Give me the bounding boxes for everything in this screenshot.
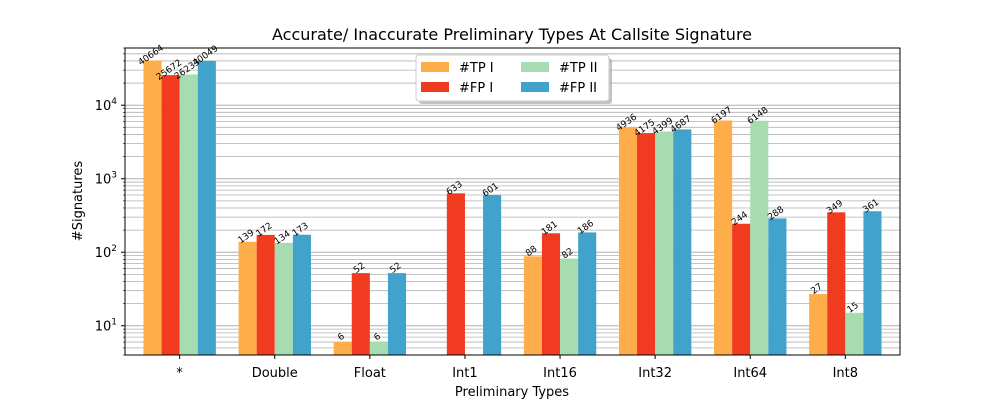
x-tick-label: Int1 bbox=[452, 366, 477, 381]
bar bbox=[351, 273, 370, 355]
bar bbox=[161, 75, 180, 356]
bar bbox=[179, 74, 198, 355]
legend-swatch bbox=[521, 82, 549, 92]
bar bbox=[143, 60, 162, 355]
x-tick-label: Int8 bbox=[833, 366, 858, 381]
legend: #TP I #FP I #TP II #FP II bbox=[415, 54, 612, 104]
bar bbox=[618, 127, 638, 355]
legend-label: #TP II bbox=[559, 61, 597, 76]
y-axis-ticks: 101 102 103 104 bbox=[95, 47, 125, 356]
bar bbox=[673, 129, 692, 355]
legend-box bbox=[415, 54, 610, 102]
bar bbox=[637, 133, 656, 355]
y-axis-label: #Signatures bbox=[71, 161, 86, 242]
bar bbox=[732, 223, 751, 355]
bar bbox=[256, 234, 275, 355]
y-tick-label: 102 bbox=[95, 244, 117, 261]
bar bbox=[750, 120, 769, 356]
bar bbox=[541, 233, 561, 355]
x-axis-label: Preliminary Types bbox=[455, 385, 569, 400]
bar bbox=[827, 212, 846, 355]
bar bbox=[483, 194, 502, 355]
legend-swatch bbox=[521, 62, 549, 72]
bar bbox=[333, 342, 352, 355]
x-tick-label: Int32 bbox=[638, 366, 672, 381]
bars bbox=[143, 60, 882, 356]
bar bbox=[292, 234, 311, 355]
legend-label: #TP I bbox=[459, 61, 494, 76]
y-tick-label: 103 bbox=[95, 171, 117, 188]
bar bbox=[274, 242, 293, 355]
y-tick-label: 101 bbox=[95, 318, 117, 335]
bar bbox=[446, 193, 465, 355]
x-tick-label: Int64 bbox=[733, 366, 767, 381]
bar bbox=[578, 232, 597, 355]
bar bbox=[387, 273, 407, 355]
legend-label: #FP I bbox=[459, 81, 493, 96]
x-tick-label: Double bbox=[252, 366, 298, 381]
legend-swatch bbox=[421, 82, 449, 92]
bar bbox=[238, 241, 257, 355]
x-axis-ticks: * Double Float Int1 Int16 Int32 Int64 Int8 bbox=[176, 355, 858, 381]
bar bbox=[197, 60, 216, 355]
plot-frame bbox=[124, 47, 901, 356]
bar bbox=[768, 218, 787, 355]
bar-value-label: 6 bbox=[336, 332, 347, 344]
bar bbox=[845, 312, 864, 355]
legend-label: #FP II bbox=[559, 81, 597, 96]
x-tick-label: Float bbox=[354, 366, 386, 381]
bar bbox=[714, 120, 733, 355]
bar bbox=[809, 294, 828, 355]
bar bbox=[655, 131, 674, 355]
bar bbox=[863, 211, 882, 355]
y-tick-label: 104 bbox=[95, 97, 118, 114]
x-tick-label: Int16 bbox=[543, 366, 577, 381]
chart-title: Accurate/ Inaccurate Preliminary Types A… bbox=[272, 25, 752, 44]
bar bbox=[523, 256, 542, 355]
bar bbox=[560, 258, 579, 355]
bar bbox=[369, 342, 388, 355]
bar-value-label: 6 bbox=[373, 332, 384, 344]
legend-swatch bbox=[421, 62, 449, 72]
x-tick-label: * bbox=[176, 366, 183, 381]
